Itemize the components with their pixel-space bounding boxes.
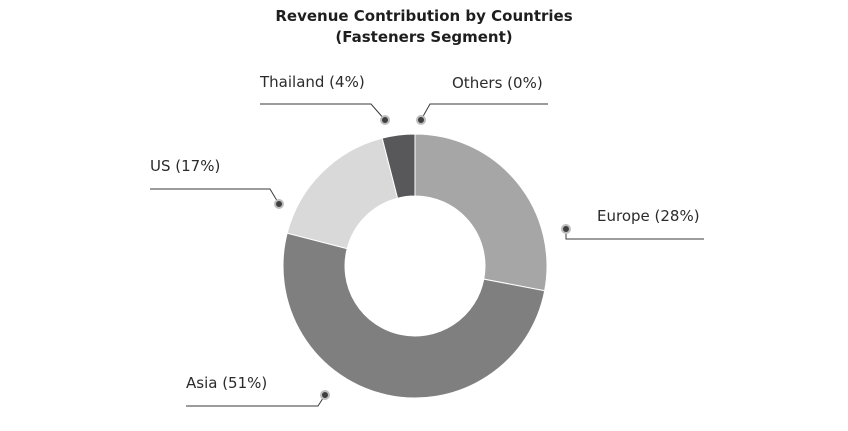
leader-dot-us xyxy=(274,199,284,209)
donut-slices xyxy=(282,133,548,399)
slice-europe xyxy=(414,133,548,292)
label-group-us: US (17%) xyxy=(150,157,284,209)
slice-asia xyxy=(282,232,546,399)
label-others: Others (0%) xyxy=(452,74,543,92)
leader-dot-others xyxy=(416,115,426,125)
slice-labels: Europe (28%) Asia (51%) US (17%) Thailand (… xyxy=(150,73,704,407)
chart-title-line-1: Revenue Contribution by Countries xyxy=(275,7,573,25)
label-group-europe: Europe (28%) xyxy=(561,207,704,240)
leader-line-others xyxy=(420,103,548,121)
label-asia: Asia (51%) xyxy=(186,374,267,392)
leader-line-thailand xyxy=(260,103,386,121)
label-group-others: Others (0%) xyxy=(416,74,548,125)
slice-us xyxy=(286,137,399,250)
label-group-thailand: Thailand (4%) xyxy=(259,73,390,125)
label-europe: Europe (28%) xyxy=(597,207,700,225)
label-us: US (17%) xyxy=(150,157,220,175)
chart-title-line-2: (Fasteners Segment) xyxy=(335,28,513,46)
leader-line-asia xyxy=(186,394,326,407)
leader-dot-europe xyxy=(561,224,571,234)
leader-dot-asia xyxy=(320,390,330,400)
leader-line-europe xyxy=(565,229,704,240)
slice-thailand xyxy=(381,133,416,199)
leader-line-us xyxy=(150,188,280,205)
label-thailand: Thailand (4%) xyxy=(259,73,365,91)
leader-dot-thailand xyxy=(380,115,390,125)
label-group-asia: Asia (51%) xyxy=(186,374,330,407)
chart-title: Revenue Contribution by Countries (Faste… xyxy=(0,6,848,48)
